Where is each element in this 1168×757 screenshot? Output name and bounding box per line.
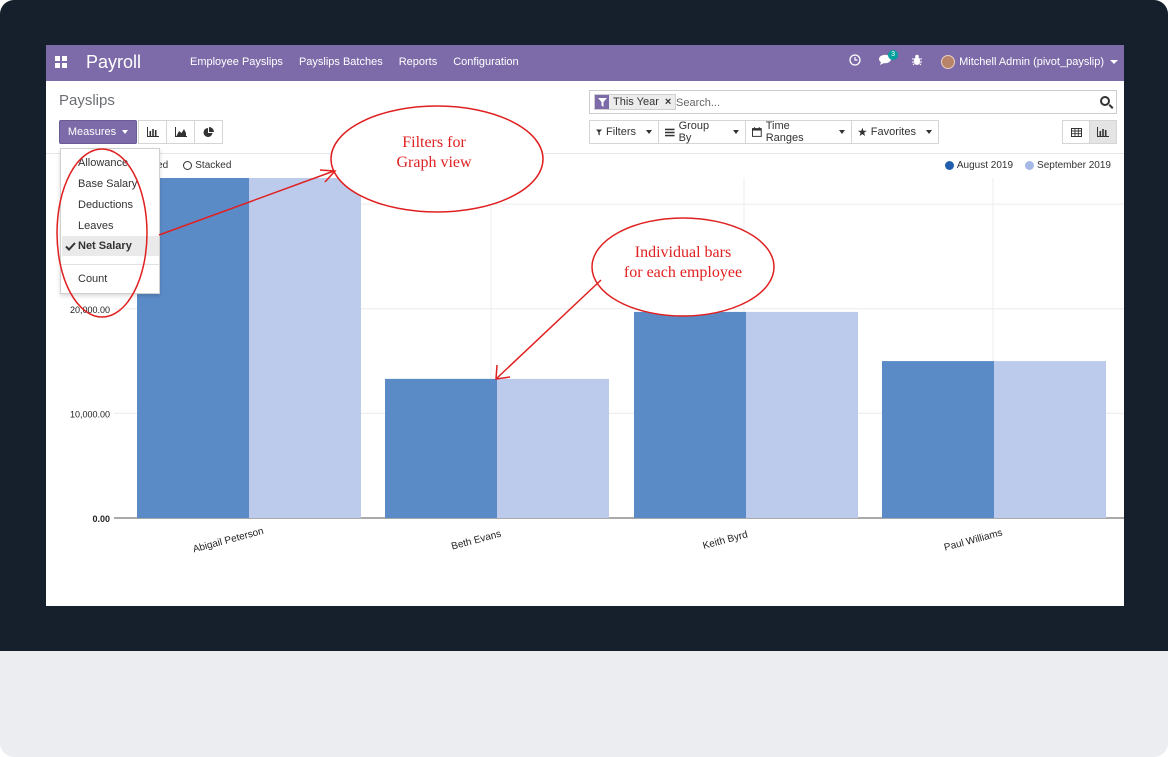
measure-allowance[interactable]: Allowance bbox=[78, 157, 129, 169]
legend-dot-september[interactable] bbox=[1025, 161, 1035, 170]
filters-caret-icon bbox=[646, 130, 652, 134]
time-ranges-caret-icon bbox=[839, 130, 845, 134]
bar-august bbox=[385, 378, 497, 518]
search-icon[interactable] bbox=[1100, 96, 1110, 106]
measure-deductions[interactable]: Deductions bbox=[78, 199, 134, 211]
list-icon bbox=[665, 128, 675, 136]
favorites-label: Favorites bbox=[870, 126, 916, 138]
menu-employee-payslips[interactable]: Employee Payslips bbox=[190, 56, 283, 68]
graph-view-button[interactable] bbox=[1089, 120, 1117, 144]
annotation-text-filters: Filters for Graph view bbox=[346, 133, 522, 173]
filters-label: Filters bbox=[606, 126, 636, 138]
annotation-bars-line2: for each employee bbox=[623, 264, 743, 281]
page-title: Payslips bbox=[59, 92, 115, 109]
bar-september bbox=[497, 378, 609, 518]
pie-chart-icon bbox=[203, 126, 214, 137]
debug-bug-icon[interactable] bbox=[911, 54, 923, 69]
x-tick-label: Beth Evans bbox=[450, 529, 502, 553]
search-input[interactable] bbox=[676, 95, 1096, 111]
pie-chart-mode-button[interactable] bbox=[194, 120, 223, 144]
navbar-systray: 3 Mitchell Admin (pivot_payslip) bbox=[849, 50, 1118, 69]
bar-august bbox=[882, 361, 994, 518]
user-caret-icon[interactable] bbox=[1110, 59, 1118, 64]
x-tick-label: Keith Byrd bbox=[702, 529, 749, 552]
measures-caret-icon bbox=[122, 130, 129, 134]
annotation-text-bars: Individual bars for each employee bbox=[598, 243, 768, 283]
check-icon bbox=[65, 241, 76, 251]
bar-september bbox=[249, 178, 361, 518]
dropdown-divider bbox=[61, 264, 159, 265]
y-tick-label: 10,000.00 bbox=[70, 409, 110, 419]
menu-payslips-batches[interactable]: Payslips Batches bbox=[298, 56, 383, 68]
app-brand[interactable]: Payroll bbox=[86, 52, 142, 72]
app-screen: Payroll Employee Payslips Payslips Batch… bbox=[46, 45, 1124, 606]
menu-configuration[interactable]: Configuration bbox=[453, 56, 519, 68]
bar-chart-icon bbox=[146, 127, 159, 137]
user-menu[interactable]: Mitchell Admin (pivot_payslip) bbox=[959, 55, 1104, 68]
bar-september bbox=[746, 311, 858, 518]
x-tick-label: Abigail Peterson bbox=[192, 526, 265, 555]
y-tick-label: 0.00 bbox=[92, 514, 110, 524]
favorites-button[interactable]: Favorites bbox=[851, 120, 939, 144]
legend-dot-august[interactable] bbox=[944, 161, 954, 170]
bar-chart: 0.00 10,000.00 20,000.00 Abigail Peterson Be… bbox=[70, 178, 1124, 555]
measure-net-salary-label: Net Salary bbox=[78, 240, 132, 252]
user-avatar[interactable] bbox=[941, 54, 956, 69]
legend-label-august[interactable]: August 2019 bbox=[956, 160, 1014, 171]
chat-icon[interactable]: 3 bbox=[879, 50, 899, 69]
table-icon bbox=[1070, 127, 1082, 137]
funnel-icon bbox=[596, 128, 603, 136]
measures-label: Measures bbox=[67, 126, 117, 138]
group-by-caret-icon bbox=[733, 130, 739, 134]
time-ranges-button[interactable]: Time Ranges bbox=[745, 120, 852, 144]
measure-net-salary[interactable]: Net Salary bbox=[62, 236, 159, 256]
annotation-filters-line2: Graph view bbox=[396, 154, 472, 171]
y-tick-label: 20,000.00 bbox=[70, 305, 110, 315]
facet-remove-icon[interactable]: × bbox=[664, 96, 672, 108]
monitor-stand bbox=[0, 651, 1168, 757]
measure-leaves[interactable]: Leaves bbox=[78, 220, 114, 232]
stacked-option-label[interactable]: Stacked bbox=[195, 160, 232, 171]
annotation-filters-line1: Filters for bbox=[402, 134, 466, 151]
group-by-label: Group By bbox=[678, 120, 710, 144]
area-chart-icon bbox=[174, 127, 187, 137]
activity-clock-icon[interactable] bbox=[849, 54, 861, 69]
bar-september bbox=[994, 361, 1106, 518]
search-bar: This Year × bbox=[589, 90, 1117, 114]
group-by-button[interactable]: Group By bbox=[658, 120, 746, 144]
measures-button[interactable]: Measures bbox=[59, 120, 137, 144]
facet-label: This Year bbox=[613, 96, 659, 108]
content-divider bbox=[46, 153, 1124, 154]
main-menu: Employee Payslips Payslips Batches Repor… bbox=[190, 56, 535, 68]
apps-menu-icon[interactable] bbox=[55, 56, 67, 68]
chart-legend: August 2019 September 2019 bbox=[933, 160, 1111, 171]
measure-count[interactable]: Count bbox=[78, 273, 108, 285]
bar-chart-view-icon bbox=[1097, 127, 1109, 137]
stacked-radio[interactable] bbox=[183, 161, 193, 170]
star-icon bbox=[858, 127, 867, 137]
legend-label-september[interactable]: September 2019 bbox=[1037, 160, 1111, 171]
bar-august bbox=[634, 311, 746, 518]
measure-base-salary[interactable]: Base Salary bbox=[78, 178, 138, 190]
annotation-bars-line1: Individual bars bbox=[634, 244, 732, 261]
top-navbar: Payroll Employee Payslips Payslips Batch… bbox=[46, 45, 1124, 81]
bar-chart-mode-button[interactable] bbox=[138, 120, 167, 144]
menu-reports[interactable]: Reports bbox=[398, 56, 438, 68]
filter-funnel-icon bbox=[595, 95, 609, 109]
calendar-icon bbox=[752, 127, 762, 137]
favorites-caret-icon bbox=[926, 130, 932, 134]
search-facet[interactable]: This Year × bbox=[594, 94, 677, 110]
x-tick-label: Paul Williams bbox=[943, 528, 1004, 554]
filters-button[interactable]: Filters bbox=[589, 120, 659, 144]
time-ranges-label: Time Ranges bbox=[765, 120, 804, 144]
chat-badge: 3 bbox=[888, 50, 899, 60]
measures-dropdown: Allowance Base Salary Deductions Leaves … bbox=[60, 148, 160, 294]
